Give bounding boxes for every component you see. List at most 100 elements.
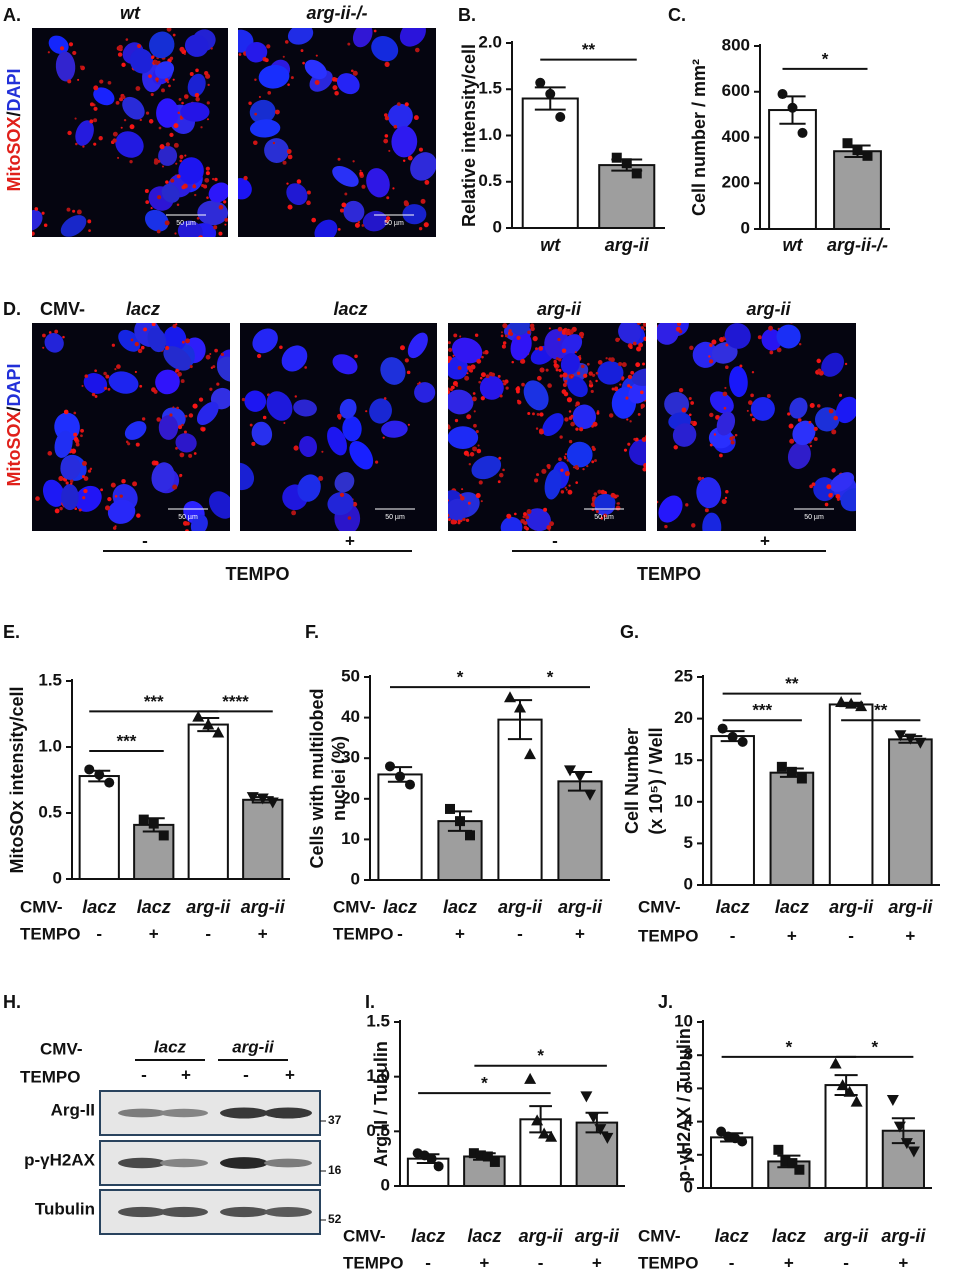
mito-dot (690, 401, 695, 405)
mito-dot (107, 496, 112, 502)
nucleus (789, 397, 808, 419)
mito-dot (424, 24, 427, 27)
micrograph (657, 323, 867, 531)
mito-dot (625, 396, 629, 400)
nucleus (658, 495, 683, 523)
mito-dot (448, 356, 452, 361)
mito-dot (420, 198, 426, 204)
mito-dot (216, 382, 220, 386)
x-tick-label: arg-ii (605, 235, 650, 255)
mito-dot (553, 359, 557, 363)
mito-dot (54, 508, 60, 514)
mito-dot (384, 61, 390, 67)
blot-band (118, 1108, 166, 1118)
mito-dot (87, 469, 92, 473)
y-tick-label: 2.0 (478, 32, 502, 51)
mito-dot (689, 345, 694, 351)
mito-dot (359, 169, 362, 172)
mito-dot (214, 348, 218, 353)
nucleus (561, 334, 583, 356)
nucleus (362, 210, 388, 232)
tempo-label: TEMPO (225, 564, 289, 584)
mito-dot (188, 453, 193, 458)
data-point (531, 1114, 544, 1126)
tempo-label: TEMPO (637, 564, 701, 584)
nucleus (597, 361, 624, 385)
mito-dot (555, 357, 559, 361)
mito-dot (654, 443, 657, 446)
axes (702, 1020, 932, 1189)
mito-dot (249, 423, 253, 427)
mito-dot (234, 500, 239, 505)
mito-dot (399, 345, 405, 351)
y-tick-label: 0 (684, 1177, 693, 1196)
mito-dot (195, 68, 199, 73)
mw-label: 16 (328, 1163, 342, 1177)
mito-dot (181, 423, 184, 427)
nucleus (399, 28, 426, 47)
nucleus (158, 415, 179, 440)
mito-dot (482, 351, 486, 355)
mito-dot (468, 463, 471, 466)
nucleus (149, 31, 175, 59)
mito-dot (212, 365, 216, 369)
mito-dot (469, 369, 474, 373)
data-point (535, 77, 546, 88)
mito-dot (766, 394, 771, 398)
data-point (855, 700, 868, 712)
mito-dot (177, 111, 181, 115)
mito-dot (442, 488, 445, 491)
mito-dot (293, 445, 299, 451)
panel-letter: A. (3, 5, 21, 25)
mito-dot (205, 171, 210, 176)
mito-dot (664, 524, 668, 529)
mito-dot (158, 126, 162, 130)
mito-dot (559, 374, 563, 378)
x-tick-label: lacz (775, 897, 809, 917)
x-tick-label: arg-ii (186, 897, 231, 917)
mito-dot (527, 411, 531, 415)
mito-dot (235, 382, 240, 387)
tempo-sign: - (205, 924, 211, 943)
nucleus (266, 391, 293, 421)
y-tick-label: 400 (722, 127, 750, 146)
nucleus (93, 87, 115, 106)
mito-dot (170, 178, 175, 183)
mito-dot (535, 427, 539, 430)
mito-dot (856, 397, 861, 402)
mito-dot (474, 333, 479, 337)
significance-label: * (871, 1037, 878, 1056)
bar (828, 703, 874, 886)
mito-dot (151, 387, 156, 393)
mito-dot (448, 341, 451, 345)
nucleus (567, 376, 588, 398)
data-point (266, 797, 279, 809)
mito-dot (704, 508, 709, 513)
nucleus (281, 345, 308, 372)
mito-dot (91, 392, 96, 397)
y-tick-label: 0 (351, 869, 360, 888)
mito-dot (575, 427, 579, 431)
mito-dot (535, 347, 538, 351)
mito-dot (621, 376, 625, 380)
mito-dot (256, 353, 262, 359)
data-point (212, 726, 225, 738)
data-point (886, 1095, 899, 1107)
nucleus (835, 396, 856, 424)
mito-dot (196, 216, 200, 220)
nucleus (154, 61, 175, 79)
mito-dot (424, 22, 427, 25)
nucleus (342, 416, 362, 442)
mito-dot (531, 327, 535, 331)
data-point (850, 1095, 863, 1107)
image-title: lacz (333, 299, 367, 319)
mito-dot (139, 118, 142, 122)
panel-letter: E. (3, 622, 20, 642)
nucleus (32, 209, 43, 231)
mito-dot (442, 366, 444, 368)
mito-dot (87, 219, 92, 224)
mito-dot (565, 488, 568, 491)
mito-dot (865, 494, 867, 496)
mito-dot (642, 467, 646, 472)
mito-dot (283, 421, 286, 424)
